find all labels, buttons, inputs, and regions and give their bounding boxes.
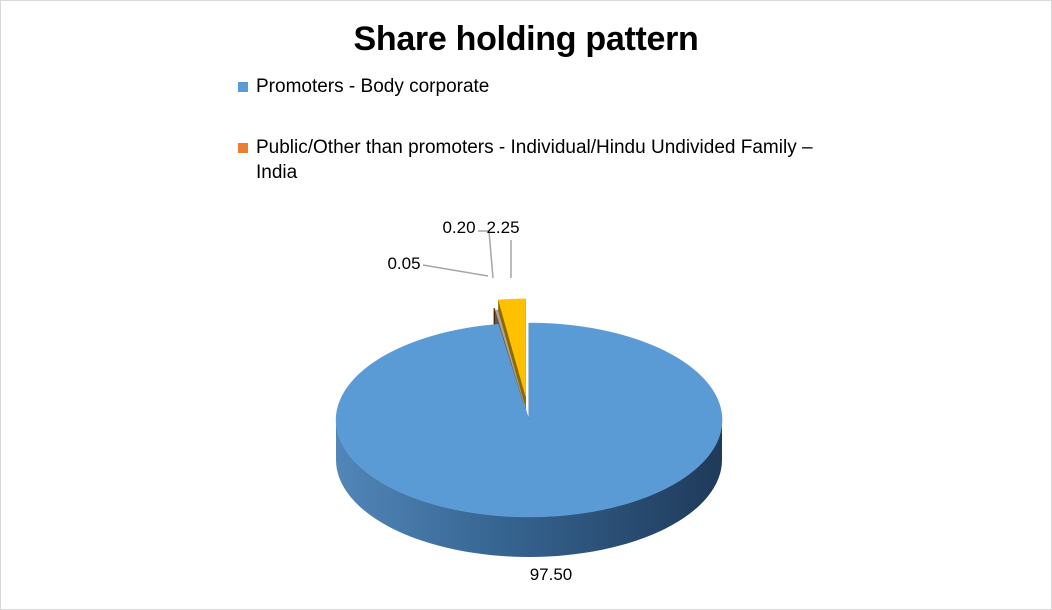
pie-slice (494, 309, 526, 407)
legend-item-promoters: Promoters - Body corporate (238, 74, 838, 99)
legend-label: Public/Other than promoters - Individual… (256, 137, 813, 183)
leader-line (422, 264, 489, 277)
pie-slice (493, 308, 525, 405)
chart-title: Share holding pattern (353, 20, 699, 58)
legend-swatch (238, 143, 248, 153)
data-label: 0.05 (387, 254, 420, 273)
legend-swatch (238, 82, 248, 92)
data-label: 0.20 (442, 218, 475, 237)
legend-label: Promoters - Body corporate (256, 76, 490, 97)
data-label: 2.25 (486, 218, 519, 237)
legend: Promoters - Body corporate Public/Other … (238, 74, 838, 185)
leader-line (478, 230, 494, 279)
pie-slice (498, 298, 526, 396)
pie-slice (335, 322, 723, 518)
data-label: 97.50 (530, 565, 573, 584)
legend-item-public: Public/Other than promoters - Individual… (238, 135, 838, 185)
